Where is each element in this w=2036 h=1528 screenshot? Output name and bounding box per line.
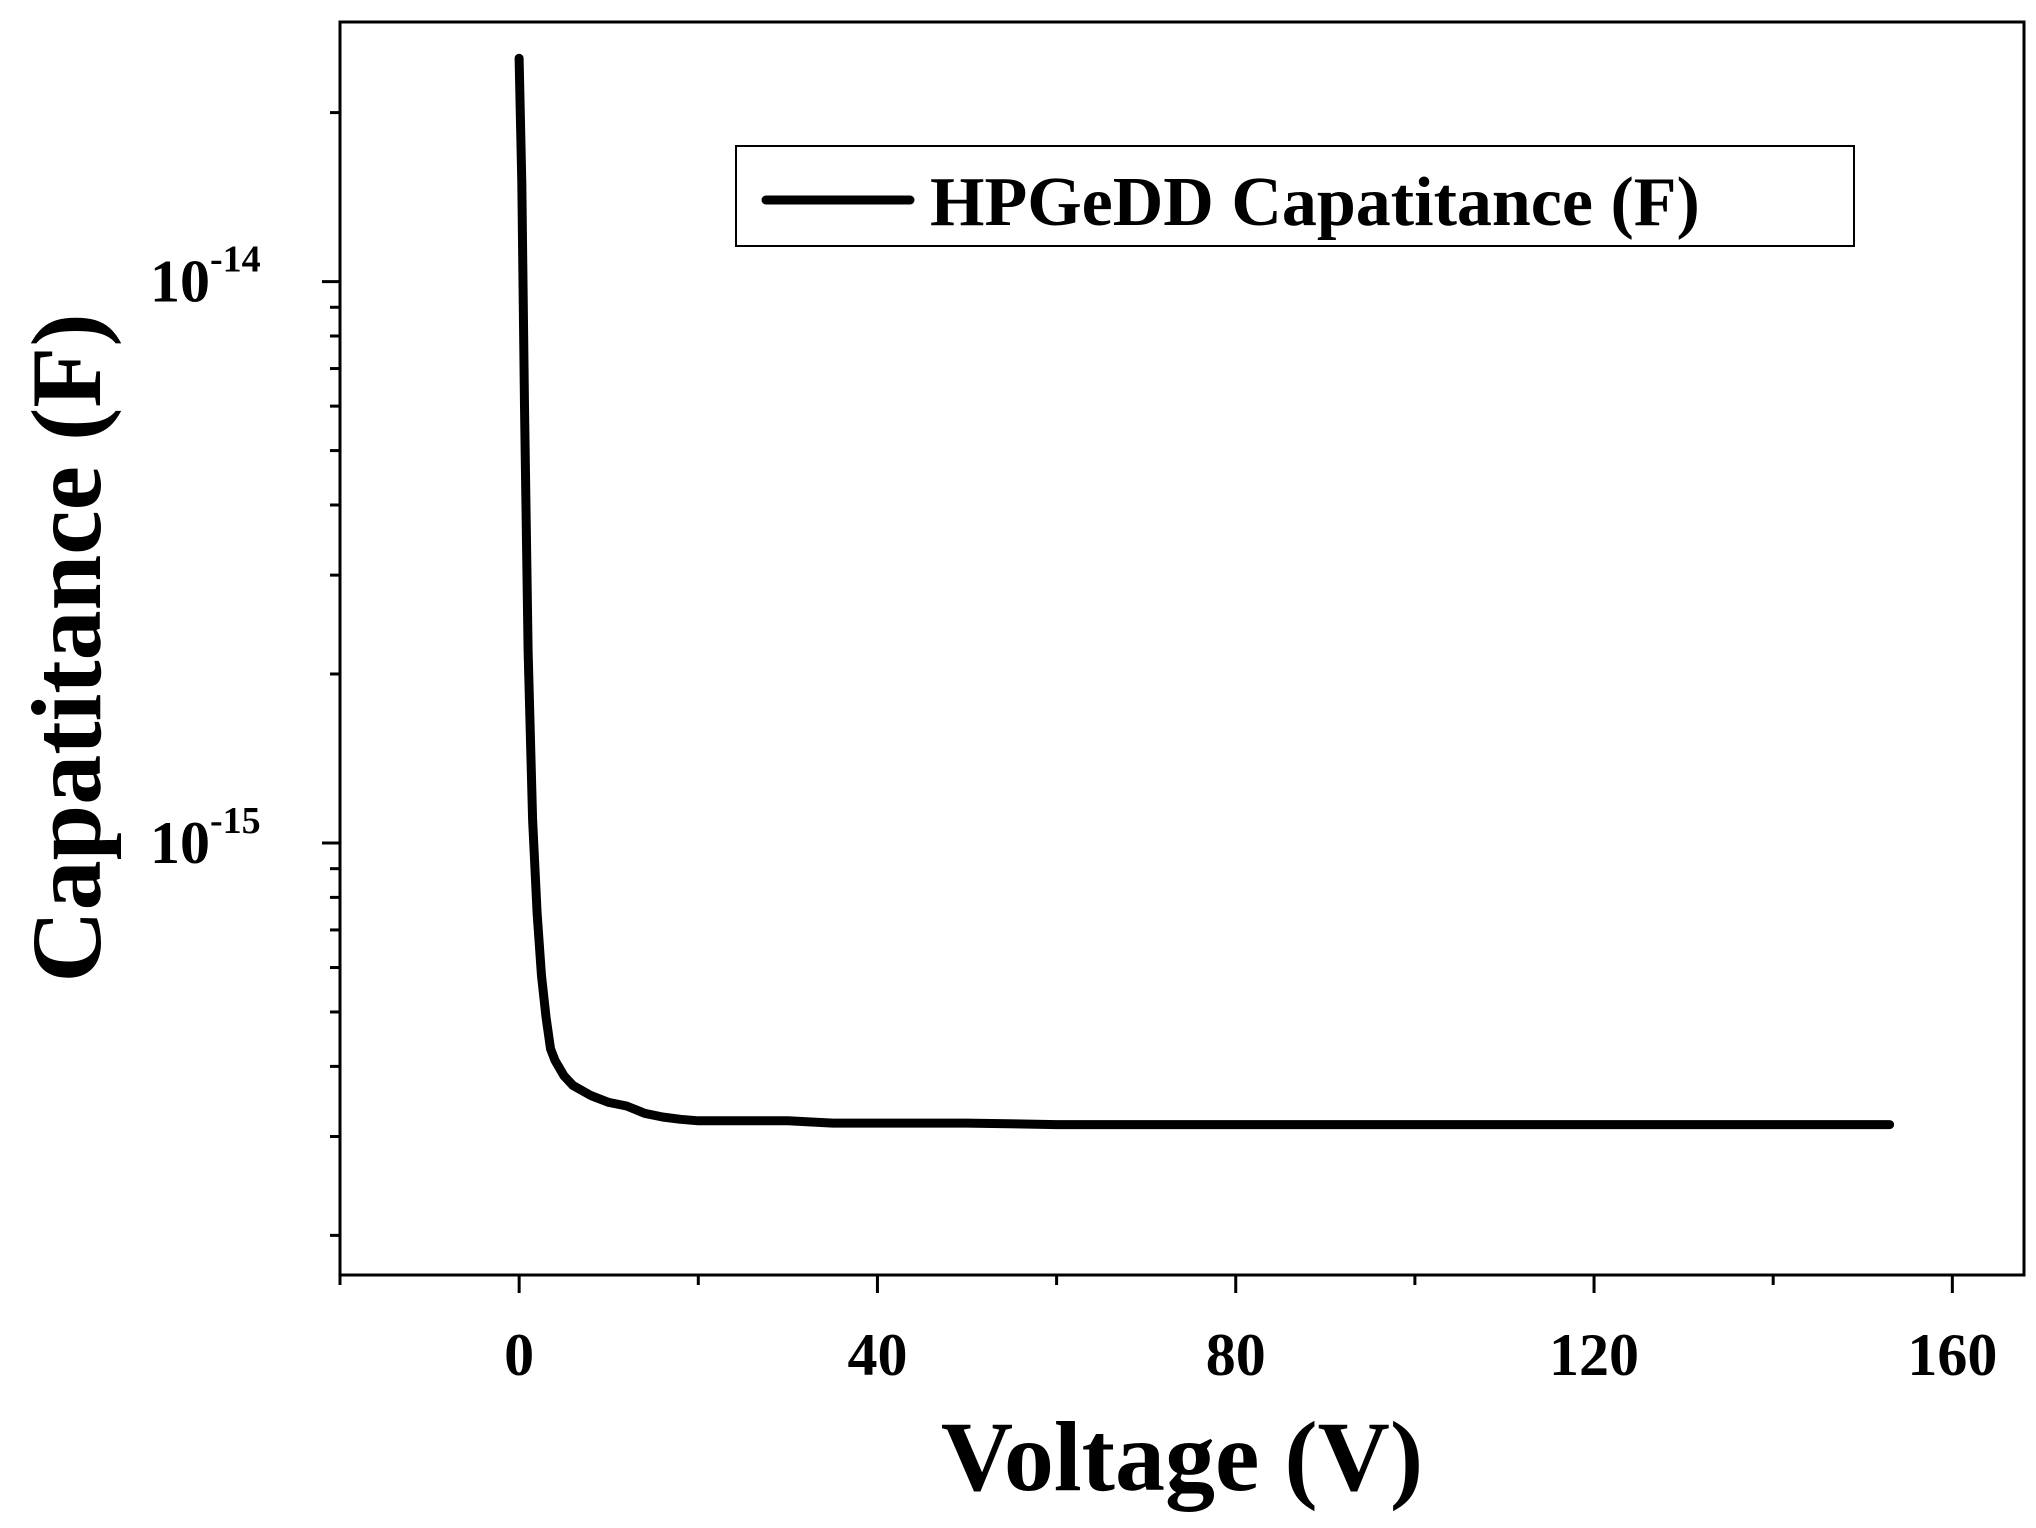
legend: HPGeDD Capatitance (F) xyxy=(735,145,1855,247)
legend-label: HPGeDD Capatitance (F) xyxy=(930,164,1700,241)
series-line xyxy=(514,53,1895,1130)
y-tick-label: 10-15 xyxy=(150,800,261,876)
x-tick-label: 40 xyxy=(847,1322,907,1388)
legend-box xyxy=(735,145,1855,247)
y-tick-label: 10-14 xyxy=(150,239,261,315)
x-axis-ticks: 0 40 80 120 160 xyxy=(338,1275,1997,1388)
x-axis-title: Voltage (V) xyxy=(941,1401,1423,1512)
x-tick-label: 0 xyxy=(504,1322,534,1388)
x-tick-label: 160 xyxy=(1907,1322,1997,1388)
y-axis-title: Capatitance (F) xyxy=(11,313,122,982)
series-layer xyxy=(514,53,1895,1130)
plot-frame xyxy=(338,20,2026,1277)
y-axis-ticks: 10-14 10-15 xyxy=(150,111,340,1237)
x-tick-label: 120 xyxy=(1549,1322,1639,1388)
x-tick-label: 80 xyxy=(1206,1322,1266,1388)
